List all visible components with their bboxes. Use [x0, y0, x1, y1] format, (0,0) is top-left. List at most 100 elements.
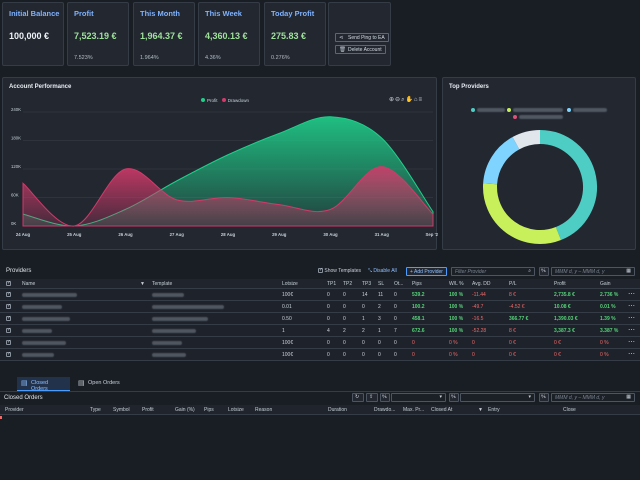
- closed-filter-mode-button[interactable]: ⅍: [380, 393, 390, 402]
- donut-slice[interactable]: [483, 183, 561, 244]
- legend-item[interactable]: [513, 115, 563, 121]
- column-header[interactable]: Gain: [600, 281, 611, 287]
- donut-slice[interactable]: [539, 130, 597, 240]
- column-header[interactable]: Name: [22, 281, 36, 287]
- closed-filter-select[interactable]: ▾: [391, 393, 446, 402]
- closed-orders-label: Closed Orders: [4, 395, 43, 401]
- donut-slice[interactable]: [512, 130, 541, 150]
- template-name: [152, 305, 224, 311]
- column-header[interactable]: Symbol: [113, 407, 130, 413]
- menu-icon[interactable]: ≡: [418, 97, 424, 103]
- tab-closed-orders[interactable]: ▤ Closed Orders: [17, 377, 70, 392]
- x-tick-label: 25 Aug: [67, 232, 82, 237]
- providers-date-mode-button[interactable]: ⅍: [539, 267, 549, 276]
- closed-date-mode-button[interactable]: ⅍: [539, 393, 549, 402]
- provider-name: [22, 305, 62, 311]
- export-button[interactable]: ⇪: [366, 393, 378, 402]
- row-checkbox[interactable]: [6, 291, 11, 297]
- column-header[interactable]: Gain (%): [175, 407, 195, 413]
- name-filter-icon[interactable]: ▼: [140, 281, 145, 287]
- trash-icon: 🗑: [339, 47, 346, 53]
- show-templates-checkbox[interactable]: ✓: [318, 267, 324, 274]
- column-header[interactable]: Type: [90, 407, 101, 413]
- table-row[interactable]: 100€ 0 0 0 0 0 0 0 % 0 0 € 0 € 0 % ⋯: [0, 337, 640, 349]
- y-tick-label: 120K: [11, 164, 21, 169]
- filter-provider-input[interactable]: Filter Provider ⌕: [451, 267, 535, 276]
- table-row[interactable]: 1 4 2 2 1 7 672.6 100 % -52.28 8 € 3,387.3 € 3.387 …: [0, 325, 640, 337]
- table-row[interactable]: 100€ 0 0 0 0 0 0 0 % 0 0 € 0 € 0 % ⋯: [0, 349, 640, 361]
- column-header[interactable]: Entry: [488, 407, 500, 413]
- row-more-icon[interactable]: ⋯: [628, 315, 635, 322]
- cell-tp2: 0: [343, 352, 346, 358]
- x-tick-label: 27 Aug: [170, 232, 185, 237]
- column-header[interactable]: SL: [378, 281, 385, 287]
- calendar-icon: ▦: [626, 268, 631, 274]
- row-checkbox[interactable]: [6, 351, 11, 357]
- cell-wl: 100 %: [449, 316, 464, 322]
- legend-item[interactable]: [471, 108, 505, 114]
- delete-account-button[interactable]: 🗑 Delete Account: [335, 45, 386, 54]
- column-header[interactable]: P/L: [509, 281, 517, 287]
- column-header[interactable]: Max. Pr...: [403, 407, 425, 413]
- row-checkbox[interactable]: [6, 339, 11, 345]
- add-provider-button[interactable]: + Add Provider: [406, 267, 447, 276]
- zoom-out-icon[interactable]: ⊖: [395, 97, 402, 103]
- table-row[interactable]: 0.01 0 0 0 2 0 100.2 100 % -49.7 -4.52 € 10.08 € 0.…: [0, 301, 640, 313]
- column-header[interactable]: Template: [152, 281, 173, 287]
- row-more-icon[interactable]: ⋯: [628, 303, 635, 310]
- column-header[interactable]: Lotsize: [282, 281, 298, 287]
- providers-date-range-input[interactable]: MMM d, y – MMM d, y ▦: [551, 267, 635, 276]
- disable-all-button[interactable]: ⤡ Disable All: [368, 268, 397, 274]
- cell-tp1: 0: [327, 304, 330, 310]
- column-header[interactable]: Ot...: [394, 281, 404, 287]
- cell-pips: 100.2: [412, 304, 425, 310]
- column-header[interactable]: Profit: [554, 281, 566, 287]
- reset-icon[interactable]: ⌂: [413, 97, 419, 103]
- column-header[interactable]: TP1: [327, 281, 337, 287]
- cell-lotsize: 1: [282, 328, 285, 334]
- send-ping-button[interactable]: ⋖ Send Ping to EA: [335, 33, 389, 42]
- zoom-select-icon[interactable]: ⌕: [401, 97, 406, 103]
- column-header[interactable]: Duration: [328, 407, 347, 413]
- legend-item[interactable]: [507, 108, 563, 114]
- select-all-checkbox[interactable]: [6, 280, 11, 286]
- donut-slice[interactable]: [483, 137, 520, 185]
- column-header[interactable]: Lotsize: [228, 407, 244, 413]
- row-checkbox[interactable]: [6, 303, 11, 309]
- list-icon: ▤: [21, 380, 28, 387]
- row-more-icon[interactable]: ⋯: [628, 351, 635, 358]
- closed-date-range-input[interactable]: MMM d, y – MMM d, y ▦: [551, 393, 635, 402]
- zoom-in-icon[interactable]: ⊕: [389, 97, 396, 103]
- row-checkbox[interactable]: [6, 315, 11, 321]
- column-header[interactable]: Drawdo...: [374, 407, 396, 413]
- show-templates-toggle[interactable]: ✓ Show Templates: [318, 267, 361, 274]
- legend-item[interactable]: [567, 108, 607, 114]
- row-more-icon[interactable]: ⋯: [628, 339, 635, 346]
- pan-icon[interactable]: ✋: [405, 97, 414, 103]
- column-header[interactable]: Closed At: [431, 407, 453, 413]
- column-header[interactable]: W/L %: [449, 281, 464, 287]
- legend-profit[interactable]: Profit: [201, 98, 218, 103]
- row-more-icon[interactable]: ⋯: [628, 327, 635, 334]
- column-header[interactable]: Close: [563, 407, 576, 413]
- row-more-icon[interactable]: ⋯: [628, 291, 635, 298]
- column-header[interactable]: TP3: [362, 281, 372, 287]
- column-header[interactable]: Avg. DD: [472, 281, 491, 287]
- column-header[interactable]: Profit: [142, 407, 154, 413]
- sort-icon[interactable]: ▼: [478, 407, 483, 413]
- closed-filter-select-2[interactable]: ▾: [460, 393, 535, 402]
- tab-open-orders[interactable]: ▤ Open Orders: [78, 380, 120, 387]
- column-header[interactable]: Pips: [412, 281, 422, 287]
- table-row[interactable]: 0.50 0 0 1 3 0 458.1 100 % -16.5 366.77 € 1,390.03…: [0, 313, 640, 325]
- table-row[interactable]: 100€ 0 0 14 11 0 539.2 100 % -11.44 8 € 2,735.8 € 2…: [0, 289, 640, 301]
- legend-drawdown[interactable]: Drawdown: [221, 98, 249, 103]
- chevron-down-icon: ▾: [439, 394, 442, 400]
- column-header[interactable]: TP2: [343, 281, 353, 287]
- cell-tp1: 0: [327, 352, 330, 358]
- column-header[interactable]: Reason: [255, 407, 273, 413]
- refresh-button[interactable]: ↻: [352, 393, 364, 402]
- closed-filter-mode-button-2[interactable]: ⅍: [449, 393, 459, 402]
- row-checkbox[interactable]: [6, 327, 11, 333]
- column-header[interactable]: Pips: [204, 407, 214, 413]
- column-header[interactable]: Provider: [5, 407, 24, 413]
